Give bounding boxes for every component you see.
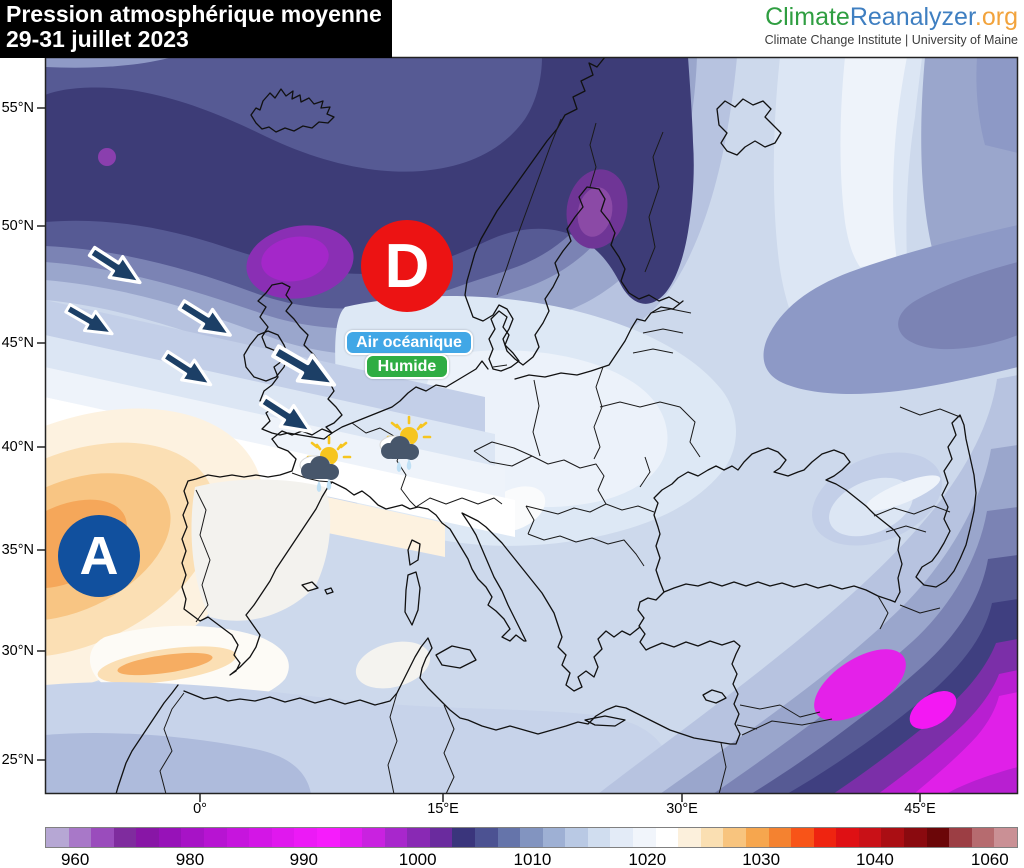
colorbar-segment	[497, 828, 521, 847]
colorbar-segment	[384, 828, 408, 847]
colorbar-segment	[158, 828, 182, 847]
colorbar-tick-label: 980	[175, 850, 205, 868]
colorbar-segment	[136, 828, 159, 847]
colorbar-segment	[903, 828, 927, 847]
colorbar-segment	[633, 828, 656, 847]
colorbar-segment	[339, 828, 363, 847]
colorbar-segment	[836, 828, 859, 847]
colorbar-segment	[520, 828, 543, 847]
colorbar-segment	[204, 828, 227, 847]
axis-ticks	[37, 107, 921, 802]
humide-badge: Humide	[365, 354, 449, 380]
pressure-colorbar	[45, 827, 1018, 848]
colorbar-tick-label: 1020	[628, 850, 667, 868]
colorbar-segment	[294, 828, 317, 847]
colorbar-segment	[542, 828, 566, 847]
country-borders	[159, 118, 961, 794]
colorbar-segment	[452, 828, 475, 847]
logo-org: .org	[974, 3, 1018, 31]
colorbar-segment	[723, 828, 746, 847]
air-oceanique-badge: Air océanique	[345, 330, 473, 356]
lat-label: 40°N	[1, 439, 34, 455]
pressure-contour-bands	[45, 57, 1018, 794]
colorbar-tick-label: 1000	[398, 850, 437, 868]
lat-label: 45°N	[1, 335, 34, 351]
colorbar-segment	[474, 828, 498, 847]
colorbar-segment	[791, 828, 814, 847]
sun-rain-cloud-icon	[299, 435, 352, 492]
colorbar-segment	[813, 828, 837, 847]
lon-label: 30°E	[666, 801, 698, 817]
colorbar-segment	[926, 828, 950, 847]
colorbar-segment	[858, 828, 882, 847]
colorbar-segment	[949, 828, 972, 847]
logo-reanalyzer: Reanalyzer	[849, 3, 975, 31]
colorbar-tick-label: 1040	[856, 850, 894, 868]
colorbar-segment	[610, 828, 634, 847]
colorbar-segment	[407, 828, 430, 847]
colorbar-segment	[271, 828, 295, 847]
map-title-line2: 29-31 juillet 2023	[6, 26, 189, 53]
colorbar-segment	[994, 828, 1017, 847]
coastlines	[115, 57, 977, 794]
colorbar-tick-label: 1060	[970, 850, 1009, 868]
colorbar-segment	[655, 828, 679, 847]
colorbar-segment	[881, 828, 904, 847]
lat-label: 55°N	[1, 100, 34, 116]
logo-subtitle: Climate Change Institute | University of…	[764, 33, 1018, 47]
map-title: Pression atmosphérique moyenne 29-31 jui…	[0, 0, 392, 58]
lat-label: 35°N	[1, 542, 34, 558]
colorbar-segment	[565, 828, 588, 847]
colorbar-tick-label: 960	[60, 850, 90, 868]
colorbar-segment	[46, 828, 69, 847]
colorbar-segment	[587, 828, 611, 847]
colorbar-segment	[700, 828, 724, 847]
colorbar-tick-label: 990	[289, 850, 318, 868]
colorbar-segment	[249, 828, 272, 847]
lat-label: 30°N	[1, 643, 34, 659]
lat-label: 50°N	[1, 218, 34, 234]
colorbar-segment	[768, 828, 792, 847]
colorbar-segment	[316, 828, 340, 847]
high-pressure-symbol: A	[58, 515, 140, 597]
sun-rain-cloud-icon	[379, 415, 432, 472]
colorbar-segment	[226, 828, 250, 847]
colorbar-segment	[745, 828, 769, 847]
climate-reanalyzer-logo[interactable]: ClimateReanalyzer.org Climate Change Ins…	[765, 3, 1018, 47]
colorbar-tick-label: 1030	[742, 850, 781, 868]
colorbar-segment	[971, 828, 995, 847]
map-title-line1: Pression atmosphérique moyenne	[6, 1, 382, 27]
colorbar-segment	[91, 828, 114, 847]
colorbar-tick-label: 1010	[513, 850, 552, 868]
map-frame	[44, 56, 1019, 795]
lon-label: 15°E	[427, 801, 459, 817]
colorbar-segment	[678, 828, 701, 847]
colorbar-segment	[181, 828, 205, 847]
logo-climate: Climate	[765, 3, 850, 31]
colorbar-segment	[362, 828, 385, 847]
low-pressure-symbol: D	[361, 220, 453, 312]
colorbar-segment	[113, 828, 137, 847]
colorbar-segment	[429, 828, 453, 847]
colorbar-segment	[68, 828, 92, 847]
lon-label: 0°	[193, 801, 207, 817]
lon-label: 45°E	[904, 801, 936, 817]
lat-label: 25°N	[1, 752, 34, 768]
